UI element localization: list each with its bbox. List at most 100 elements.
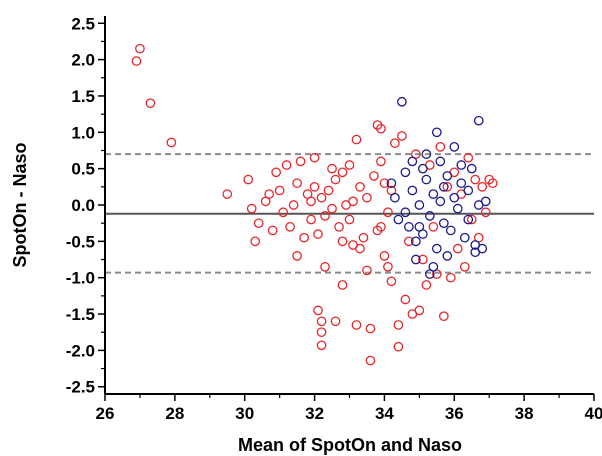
data-point-red: [414, 305, 425, 316]
y-tick-label: 1.5: [71, 87, 95, 106]
data-point-red: [417, 254, 428, 265]
data-point-red: [253, 218, 264, 229]
data-point-blue: [431, 243, 442, 254]
data-point-red: [135, 43, 145, 54]
y-tick-label: -1.0: [66, 269, 95, 288]
data-point-red: [362, 192, 372, 203]
data-point-blue: [414, 221, 425, 232]
data-point-blue: [390, 192, 400, 203]
data-point-red: [292, 251, 302, 261]
data-point-blue: [442, 251, 453, 261]
data-point-red: [445, 272, 456, 283]
data-point-red: [376, 221, 386, 232]
data-point-red: [379, 251, 390, 261]
data-point-red: [316, 340, 327, 351]
data-point-red: [243, 174, 254, 185]
data-point-red: [246, 203, 257, 214]
data-point-red: [470, 174, 481, 185]
data-point-red: [477, 181, 488, 192]
data-point-red: [365, 355, 376, 366]
data-point-blue: [445, 225, 456, 236]
data-point-red: [222, 189, 233, 199]
data-point-blue: [438, 181, 449, 192]
y-tick-label: -0.5: [66, 232, 95, 251]
data-point-blue: [473, 115, 484, 126]
x-tick-label: 32: [305, 404, 324, 423]
data-point-red: [285, 221, 295, 232]
data-point-red: [337, 236, 348, 247]
data-point-red: [386, 276, 397, 287]
data-point-red: [344, 214, 355, 225]
data-point-blue: [414, 200, 425, 210]
data-point-red: [337, 167, 348, 178]
data-point-red: [383, 261, 393, 272]
data-point-red: [306, 214, 316, 225]
data-point-red: [365, 323, 376, 334]
x-tick-label: 28: [165, 404, 184, 423]
data-point-blue: [431, 127, 442, 138]
data-point-blue: [407, 185, 418, 196]
data-point-red: [452, 243, 463, 254]
data-point-blue: [400, 207, 411, 218]
y-tick-label: -2.5: [66, 378, 95, 397]
data-point-blue: [421, 174, 432, 185]
y-tick-label: 2.5: [71, 14, 95, 33]
reference-lines: [105, 153, 594, 274]
data-point-red: [278, 207, 288, 218]
data-point-red: [435, 141, 446, 152]
data-point-red: [299, 232, 309, 243]
y-tick-label: 2.0: [71, 51, 95, 70]
y-tick-label: 0.5: [71, 160, 95, 179]
data-point-red: [320, 261, 330, 272]
data-point-red: [362, 265, 372, 276]
data-point-red: [379, 178, 390, 189]
data-point-red: [337, 280, 348, 290]
data-point-red: [313, 305, 323, 316]
data-point-red: [292, 178, 302, 189]
data-point-blue: [470, 247, 481, 258]
data-point-red: [288, 200, 299, 210]
data-point-red: [274, 185, 285, 196]
data-point-red: [466, 214, 477, 225]
data-point-red: [306, 196, 316, 207]
data-point-blue: [463, 185, 474, 196]
x-axis-label: Mean of SpotOn and Naso: [238, 435, 462, 455]
data-point-red: [393, 320, 404, 330]
data-point-red: [327, 163, 337, 174]
data-point-red: [390, 138, 400, 149]
data-point-blue: [452, 203, 463, 214]
x-tick-label: 40: [585, 404, 602, 423]
data-point-blue: [435, 156, 446, 167]
y-tick-label: 0.0: [71, 196, 95, 215]
data-point-red: [421, 280, 432, 290]
data-point-red: [323, 185, 334, 196]
data-point-red: [264, 189, 275, 199]
data-point-red: [480, 207, 491, 218]
data-point-blue: [428, 261, 439, 272]
y-axis-label: SpotOn - Naso: [10, 142, 30, 267]
data-point-blue: [438, 218, 449, 229]
data-point-red: [351, 134, 362, 145]
data-point-blue: [428, 189, 439, 199]
data-point-red: [309, 152, 320, 163]
data-point-red: [316, 327, 327, 338]
y-tick-label: -1.5: [66, 305, 95, 324]
data-point-blue: [386, 178, 397, 189]
data-point-blue: [424, 211, 435, 221]
data-point-blue: [400, 167, 411, 178]
data-point-blue: [449, 141, 460, 152]
x-tick-label: 38: [515, 404, 534, 423]
data-point-red: [376, 156, 386, 167]
data-points: [131, 43, 498, 366]
x-tick-label: 36: [445, 404, 464, 423]
data-point-red: [376, 123, 386, 134]
data-point-blue: [456, 160, 467, 170]
y-tick-label: 1.0: [71, 123, 95, 142]
data-point-red: [320, 211, 330, 221]
x-tick-label: 26: [96, 404, 115, 423]
data-point-blue: [411, 236, 421, 247]
data-point-red: [355, 243, 365, 254]
data-point-red: [369, 171, 379, 181]
data-point-blue: [417, 163, 428, 174]
